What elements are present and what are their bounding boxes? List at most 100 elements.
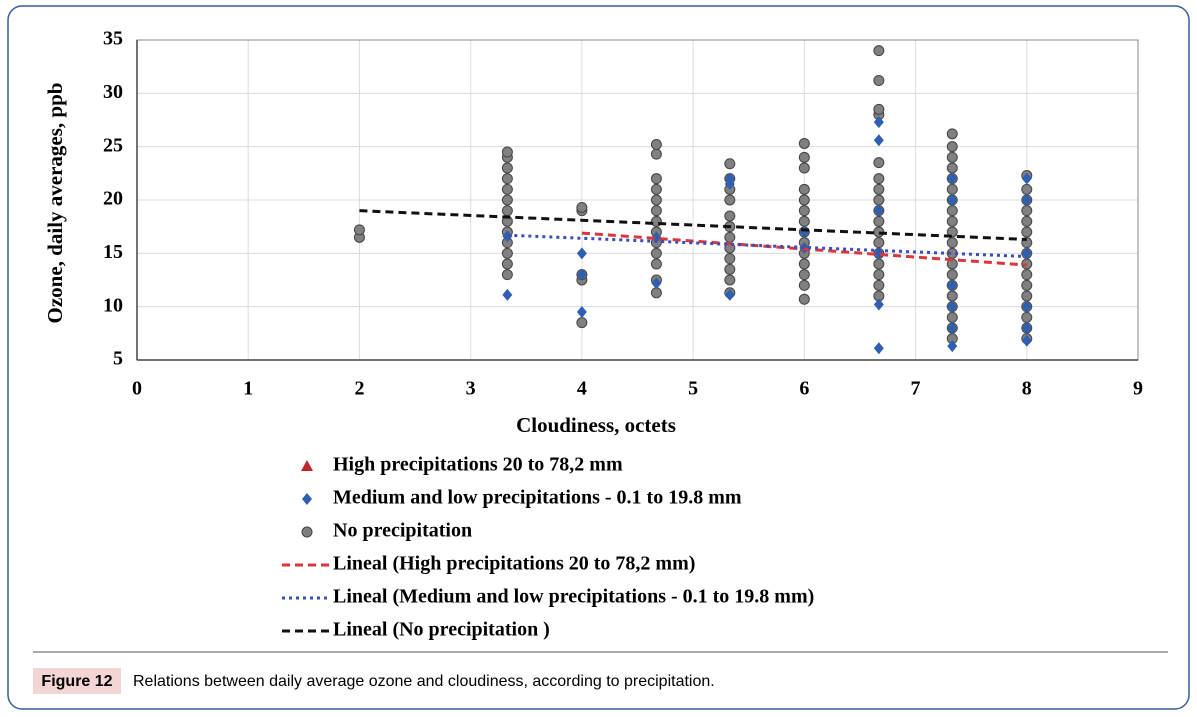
figure-label-box	[33, 668, 121, 694]
data-point	[501, 173, 513, 185]
data-point	[1021, 172, 1032, 185]
data-point	[501, 183, 513, 195]
data-point	[946, 151, 958, 163]
data-point	[651, 231, 662, 244]
x-tick-label: 5	[688, 378, 698, 400]
x-tick-label: 8	[1022, 378, 1032, 400]
x-tick-label: 3	[466, 378, 476, 400]
figure-label: Figure 12	[41, 673, 112, 690]
x-tick-label: 6	[799, 378, 809, 400]
legend-label: Lineal (Medium and low precipitations - …	[333, 586, 814, 608]
data-point	[1021, 183, 1033, 195]
y-tick-label: 10	[103, 294, 123, 316]
data-point	[650, 287, 662, 299]
data-point	[947, 322, 958, 334]
data-point	[576, 306, 587, 318]
data-point	[946, 226, 958, 238]
y-tick-label: 5	[113, 348, 123, 370]
data-point	[873, 116, 884, 129]
data-point	[873, 45, 885, 57]
legend-marker	[301, 526, 313, 538]
data-point	[946, 215, 958, 227]
y-tick-label: 35	[103, 28, 123, 50]
x-tick-label: 0	[132, 378, 142, 400]
data-point	[1021, 300, 1032, 313]
data-point	[947, 300, 958, 313]
data-point	[873, 204, 884, 217]
data-point	[650, 139, 662, 151]
data-point	[798, 183, 810, 195]
data-point	[650, 247, 662, 259]
data-point	[724, 172, 735, 185]
data-point	[798, 151, 810, 163]
legend-label: Lineal (No precipitation )	[333, 619, 550, 641]
data-point	[873, 258, 885, 270]
data-point	[798, 293, 810, 305]
data-point	[1021, 194, 1032, 206]
data-point	[501, 194, 513, 206]
data-point	[873, 269, 885, 281]
data-point	[947, 194, 958, 206]
data-point	[947, 340, 958, 353]
data-point	[650, 173, 662, 185]
legend-label: High precipitations 20 to 78,2 mm	[333, 454, 623, 476]
trend-line	[581, 231, 1027, 267]
data-point	[946, 162, 958, 174]
data-point	[1021, 334, 1032, 347]
data-point	[873, 298, 884, 311]
x-axis-label: Cloudiness, octets	[516, 413, 676, 437]
data-point	[947, 172, 958, 185]
data-point	[873, 194, 885, 206]
data-point	[1021, 290, 1033, 302]
data-point	[798, 137, 810, 149]
data-point	[1021, 226, 1033, 238]
data-point	[1021, 269, 1033, 281]
data-point	[650, 258, 662, 270]
x-tick-label: 1	[243, 378, 253, 400]
y-tick-label: 20	[103, 188, 123, 210]
data-point	[946, 269, 958, 281]
data-point	[501, 247, 513, 259]
data-point	[798, 215, 810, 227]
data-point	[501, 269, 513, 281]
legend-marker	[302, 493, 312, 505]
data-point	[946, 183, 958, 195]
data-point	[501, 258, 513, 270]
x-tick-label: 7	[911, 378, 921, 400]
data-point	[724, 231, 736, 243]
data-point	[724, 253, 736, 265]
data-point	[650, 183, 662, 195]
data-point	[724, 210, 736, 222]
trend-line	[507, 233, 1027, 259]
legend-label: No precipitation	[333, 520, 472, 542]
trend-line	[359, 209, 1027, 241]
legend-label: Lineal (High precipitations 20 to 78,2 m…	[333, 553, 695, 575]
data-point	[873, 103, 885, 115]
data-point	[650, 194, 662, 206]
data-point	[1021, 247, 1032, 260]
data-point	[798, 279, 810, 291]
data-point	[873, 183, 885, 195]
data-point	[1021, 205, 1033, 217]
figure-caption: Relations between daily average ozone an…	[133, 673, 715, 690]
data-point	[724, 158, 736, 170]
legend-marker	[301, 460, 313, 471]
data-point	[724, 263, 736, 275]
data-point	[501, 162, 513, 174]
data-point	[873, 215, 885, 227]
data-point	[798, 269, 810, 281]
x-tick-label: 2	[354, 378, 364, 400]
data-point	[576, 201, 588, 213]
y-tick-label: 15	[103, 241, 123, 263]
data-point	[501, 205, 513, 217]
y-tick-label: 30	[103, 81, 123, 103]
data-point	[873, 157, 885, 169]
data-point	[947, 279, 958, 292]
data-point	[873, 75, 885, 87]
data-point	[502, 288, 513, 301]
data-point	[724, 288, 735, 301]
data-point	[798, 205, 810, 217]
data-point	[1021, 322, 1032, 334]
data-point	[798, 194, 810, 206]
data-point	[873, 173, 885, 185]
